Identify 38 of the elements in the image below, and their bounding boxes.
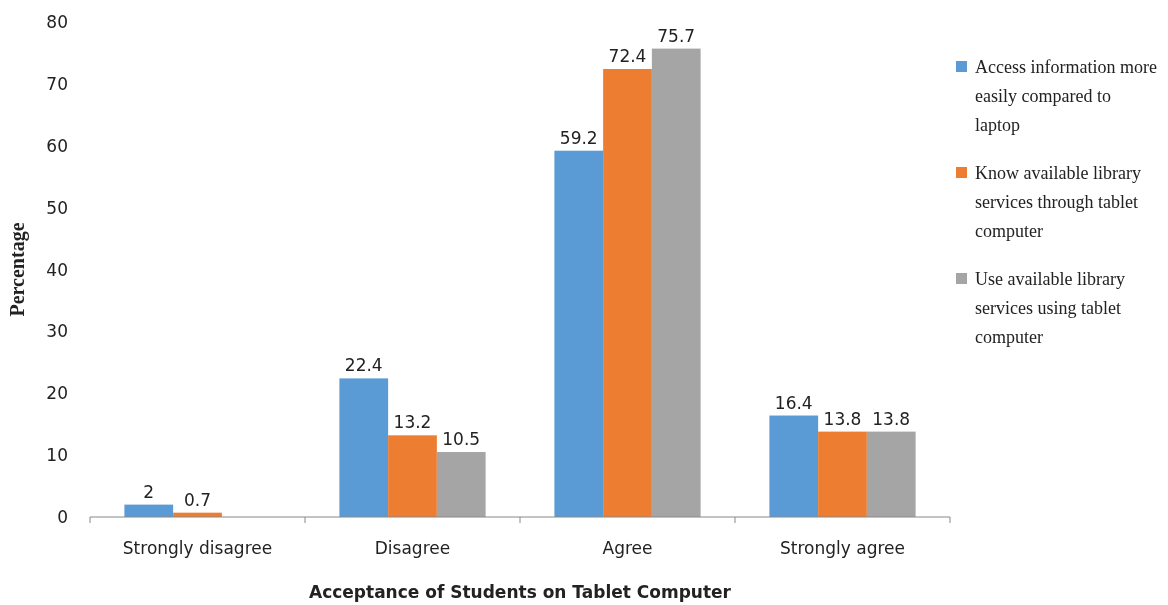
bar xyxy=(818,431,867,517)
y-tick-label: 40 xyxy=(46,259,68,280)
bar xyxy=(388,435,437,517)
data-label: 72.4 xyxy=(608,46,647,67)
x-tick-label: Agree xyxy=(602,538,653,558)
y-axis-title: Percentage xyxy=(6,222,29,317)
x-tick-label: Strongly agree xyxy=(780,538,905,558)
data-label: 13.8 xyxy=(872,408,911,429)
x-axis-title: Acceptance of Students on Tablet Computer xyxy=(309,582,732,602)
legend-label: Access information more easily compared to laptop xyxy=(975,57,1157,135)
legend-label: Know available library services through tablet computer xyxy=(975,163,1141,241)
data-label: 13.8 xyxy=(823,408,862,429)
bar xyxy=(866,431,916,517)
y-tick-label: 30 xyxy=(46,321,68,342)
y-tick-label: 80 xyxy=(46,12,68,32)
data-label: 0.7 xyxy=(183,489,212,510)
y-tick-label: 70 xyxy=(46,73,68,94)
data-label: 2 xyxy=(143,481,155,502)
bar xyxy=(603,69,652,517)
bar xyxy=(769,415,819,517)
data-label: 13.2 xyxy=(393,412,432,433)
data-label: 16.4 xyxy=(774,392,813,413)
legend-label: Use available library services using tablet computer xyxy=(975,269,1125,347)
y-tick-label: 60 xyxy=(46,135,68,156)
data-label: 75.7 xyxy=(657,25,696,46)
data-label: 59.2 xyxy=(559,127,598,148)
bar xyxy=(436,452,486,517)
bar xyxy=(554,150,604,517)
y-tick-label: 0 xyxy=(57,507,68,527)
y-tick-label: 10 xyxy=(46,445,68,466)
bar xyxy=(651,48,701,517)
data-label: 10.5 xyxy=(442,429,481,450)
x-tick-label: Disagree xyxy=(374,538,451,558)
y-tick-label: 50 xyxy=(46,197,68,218)
y-tick-label: 20 xyxy=(46,383,68,404)
bar xyxy=(339,378,389,517)
data-label: 22.4 xyxy=(344,355,383,376)
x-tick-label: Strongly disagree xyxy=(122,538,273,558)
